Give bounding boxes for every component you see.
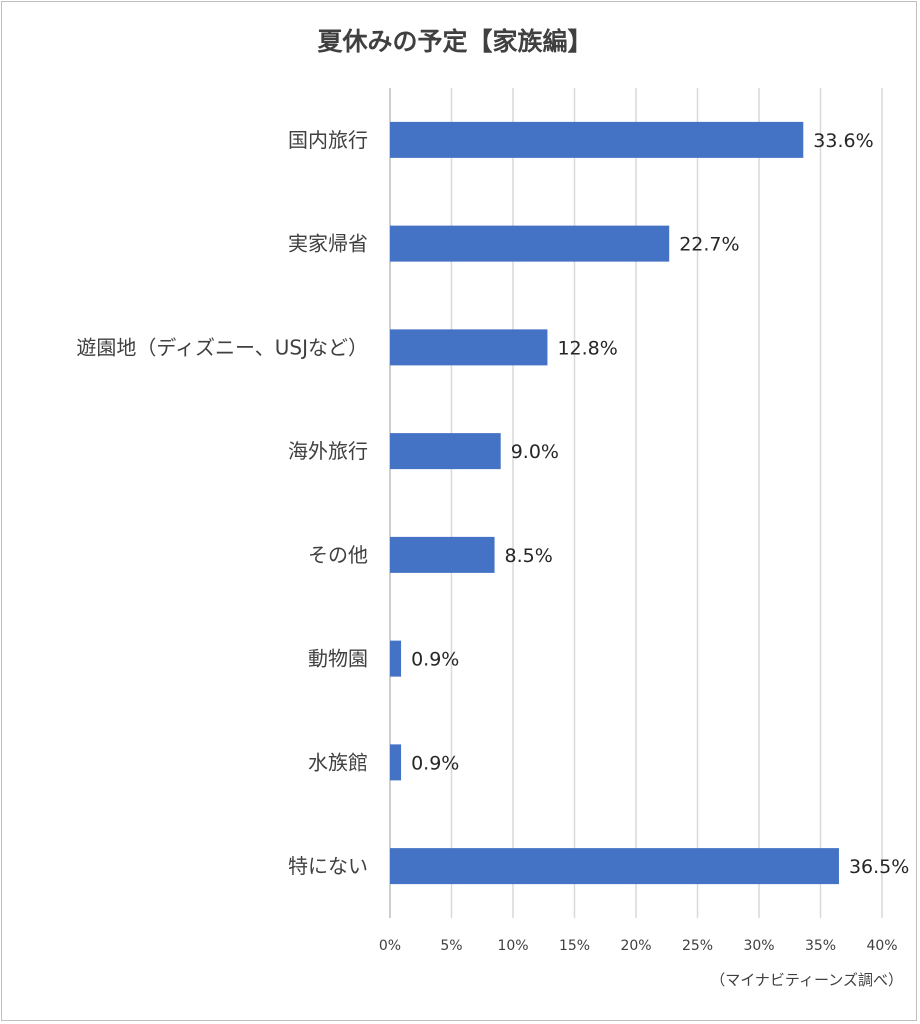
data-label: 8.5% xyxy=(505,545,553,567)
data-label: 0.9% xyxy=(411,649,459,671)
x-axis-tick-labels: 0% 5% 10% 15% 20% 25% 30% 35% 40% xyxy=(379,938,898,954)
bar xyxy=(390,536,495,573)
source-note: （マイナビティーンズ調べ） xyxy=(710,971,903,989)
x-tick-label: 15% xyxy=(559,938,590,954)
x-tick-label: 30% xyxy=(743,938,774,954)
category-label: 国内旅行 xyxy=(288,128,368,152)
bar xyxy=(390,744,402,781)
category-label: 実家帰省 xyxy=(288,232,368,256)
x-tick-label: 25% xyxy=(682,938,713,954)
bar xyxy=(390,225,670,262)
data-label: 22.7% xyxy=(679,234,739,256)
category-label: その他 xyxy=(308,543,368,567)
bar xyxy=(390,640,402,677)
bar xyxy=(390,329,548,366)
data-labels: 33.6% 22.7% 12.8% 9.0% 8.5% 0.9% 0.9% 36.5% xyxy=(411,130,909,878)
bar xyxy=(390,121,804,158)
category-label: 遊園地（ディズニー、USJなど） xyxy=(76,335,368,359)
x-tick-label: 40% xyxy=(866,938,897,954)
data-label: 12.8% xyxy=(557,337,617,359)
bars xyxy=(390,121,839,885)
category-label: 水族館 xyxy=(308,750,368,774)
x-tick-label: 10% xyxy=(497,938,528,954)
x-tick-label: 35% xyxy=(805,938,836,954)
data-label: 0.9% xyxy=(411,752,459,774)
category-label: 海外旅行 xyxy=(288,439,368,463)
chart-title: 夏休みの予定【家族編】 xyxy=(317,27,592,56)
x-tick-label: 5% xyxy=(440,938,462,954)
data-label: 33.6% xyxy=(813,130,873,152)
bar xyxy=(390,848,839,885)
bar xyxy=(390,433,501,470)
category-label: 特にない xyxy=(288,854,368,878)
x-tick-label: 0% xyxy=(379,938,401,954)
gridlines xyxy=(389,88,883,918)
x-tick-label: 20% xyxy=(620,938,651,954)
data-label: 36.5% xyxy=(849,856,909,878)
category-label: 動物園 xyxy=(308,647,368,671)
data-label: 9.0% xyxy=(511,441,559,463)
